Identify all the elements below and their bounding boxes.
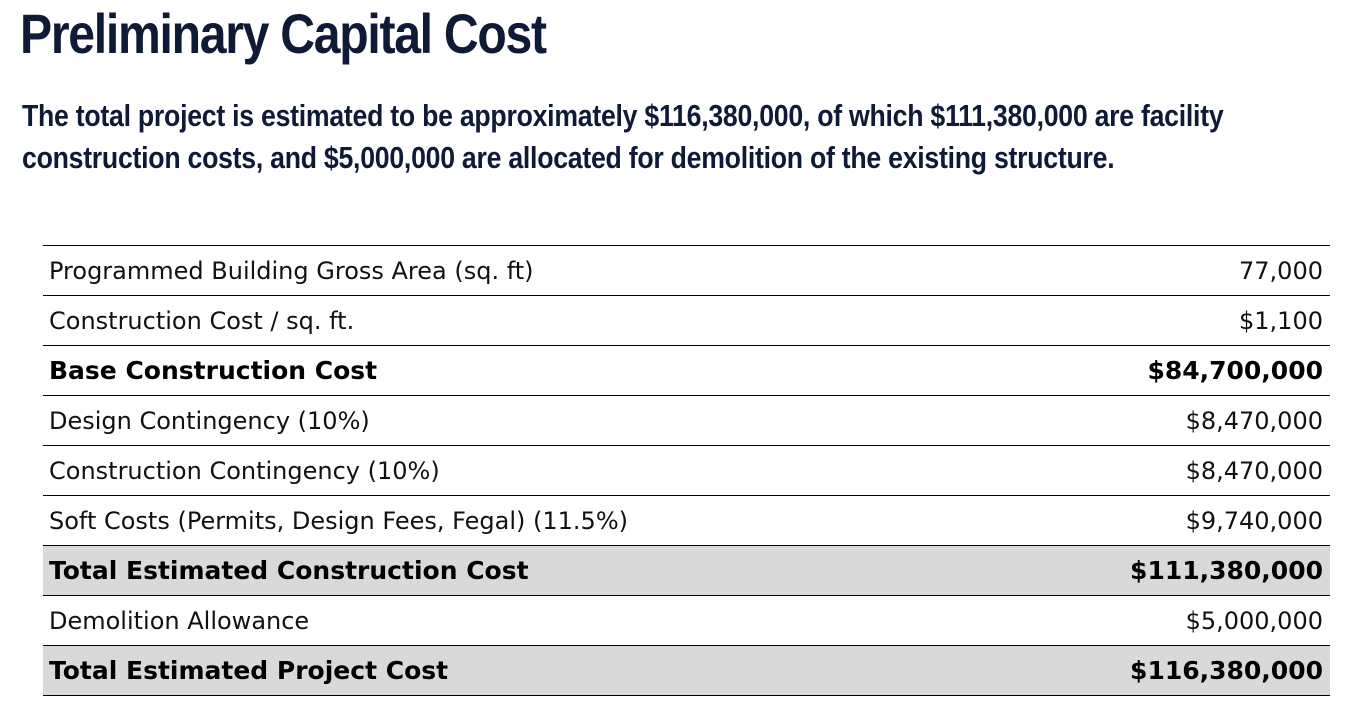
row-value: $8,470,000 <box>997 395 1330 446</box>
table-row: Total Estimated Project Cost $116,380,00… <box>43 645 1330 696</box>
table-row: Total Estimated Construction Cost $111,3… <box>43 545 1330 596</box>
row-value: $9,740,000 <box>997 495 1330 546</box>
summary-paragraph: The total project is estimated to be app… <box>22 98 1224 175</box>
row-value: $1,100 <box>997 295 1330 346</box>
cost-table-body: Programmed Building Gross Area (sq. ft) … <box>43 245 1330 696</box>
row-value: $84,700,000 <box>997 345 1330 396</box>
table-row: Construction Contingency (10%) $8,470,00… <box>43 445 1330 496</box>
table-row: Base Construction Cost $84,700,000 <box>43 345 1330 396</box>
row-label: Soft Costs (Permits, Design Fees, Fegal)… <box>43 495 998 546</box>
page-title: Preliminary Capital Cost <box>20 2 547 65</box>
row-label: Demolition Allowance <box>43 595 998 646</box>
row-value: 77,000 <box>997 245 1330 296</box>
table-row: Construction Cost / sq. ft. $1,100 <box>43 295 1330 346</box>
cost-table: Programmed Building Gross Area (sq. ft) … <box>43 245 1330 696</box>
table-row: Demolition Allowance $5,000,000 <box>43 595 1330 646</box>
table-row: Programmed Building Gross Area (sq. ft) … <box>43 245 1330 296</box>
table-row: Soft Costs (Permits, Design Fees, Fegal)… <box>43 495 1330 546</box>
row-label: Total Estimated Project Cost <box>43 645 998 696</box>
row-value: $8,470,000 <box>997 445 1330 496</box>
row-label: Construction Contingency (10%) <box>43 445 998 496</box>
row-label: Base Construction Cost <box>43 345 998 396</box>
row-value: $5,000,000 <box>997 595 1330 646</box>
row-value: $111,380,000 <box>997 545 1330 596</box>
row-label: Construction Cost / sq. ft. <box>43 295 998 346</box>
row-label: Design Contingency (10%) <box>43 395 998 446</box>
row-label: Total Estimated Construction Cost <box>43 545 998 596</box>
row-value: $116,380,000 <box>997 645 1330 696</box>
table-row: Design Contingency (10%) $8,470,000 <box>43 395 1330 446</box>
row-label: Programmed Building Gross Area (sq. ft) <box>43 245 998 296</box>
